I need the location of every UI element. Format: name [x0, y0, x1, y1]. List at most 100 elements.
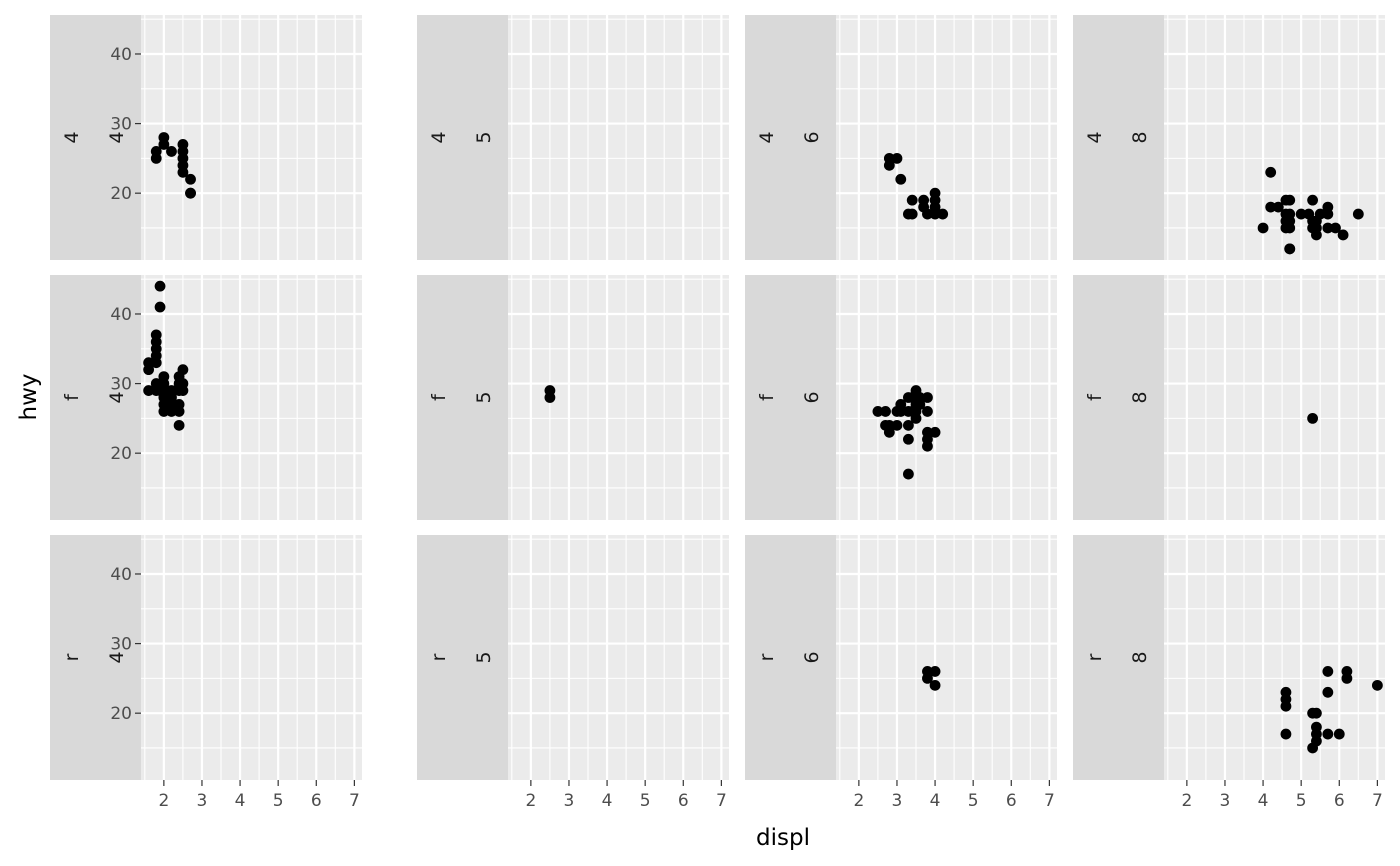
- strip-label-col: 4: [106, 131, 128, 143]
- data-point: [872, 406, 884, 417]
- data-point: [1337, 229, 1349, 241]
- panel-background: [1164, 15, 1385, 260]
- data-point: [1330, 222, 1341, 234]
- data-point: [158, 406, 170, 417]
- data-point: [1280, 728, 1292, 740]
- strip-label-row: 4: [428, 131, 450, 143]
- data-point: [906, 208, 918, 220]
- x-tick-label: 3: [1220, 791, 1231, 811]
- panel-background: [836, 15, 1057, 260]
- data-point: [1311, 707, 1322, 719]
- data-point: [929, 208, 941, 220]
- strip-label-col: 8: [1129, 651, 1151, 663]
- data-point: [1272, 201, 1284, 213]
- strip-label-row: 4: [61, 131, 83, 143]
- facet-strip: [50, 535, 141, 780]
- y-tick-label: 40: [110, 565, 132, 585]
- data-point: [883, 159, 895, 171]
- data-point: [1311, 735, 1322, 747]
- data-point: [891, 419, 903, 431]
- y-tick-label: 20: [110, 184, 132, 204]
- data-point: [544, 392, 556, 403]
- data-point: [1341, 672, 1353, 684]
- data-point: [895, 173, 907, 185]
- facet-strip: [1073, 15, 1164, 260]
- x-tick-label: 7: [349, 791, 360, 811]
- strip-label-col: 5: [473, 391, 495, 403]
- y-tick-label: 30: [110, 635, 132, 655]
- strip-label-row: r: [756, 653, 778, 661]
- data-point: [910, 412, 922, 424]
- panel-background: [836, 535, 1057, 780]
- facet-strip: [1073, 275, 1164, 520]
- data-point: [154, 280, 166, 292]
- data-point: [1322, 208, 1334, 220]
- data-point: [158, 139, 170, 150]
- x-tick-label: 2: [525, 791, 536, 811]
- x-tick-label: 6: [1334, 791, 1345, 811]
- strip-label-row: f: [61, 393, 83, 401]
- data-point: [902, 468, 914, 480]
- strip-label-col: 8: [1129, 391, 1151, 403]
- facet-strip: [745, 535, 836, 780]
- data-point: [922, 440, 933, 452]
- x-tick-label: 6: [1006, 791, 1017, 811]
- x-tick-label: 4: [930, 791, 941, 811]
- data-point: [177, 364, 189, 376]
- y-tick-label: 40: [110, 45, 132, 65]
- strip-label-col: 5: [473, 651, 495, 663]
- data-point: [906, 194, 918, 206]
- facet-panels: 4 4 4 5 4 6 4 8f 4 f 5 f 6 f 8r 4 r 5 r 6 r 8: [50, 15, 1385, 780]
- data-point: [937, 208, 949, 220]
- facet-strip: [50, 15, 141, 260]
- y-tick-label: 30: [110, 375, 132, 395]
- facet-strip: [50, 275, 141, 520]
- x-tick-label: 4: [1258, 791, 1269, 811]
- data-point: [177, 166, 189, 178]
- x-tick-label: 4: [602, 791, 613, 811]
- data-point: [177, 385, 189, 396]
- x-tick-label: 5: [1296, 791, 1307, 811]
- data-point: [150, 357, 162, 369]
- x-tick-label: 7: [716, 791, 727, 811]
- data-point: [173, 406, 185, 417]
- data-point: [1284, 222, 1296, 234]
- panel-background: [1164, 535, 1385, 780]
- x-tick-label: 7: [1372, 791, 1383, 811]
- data-point: [185, 173, 196, 185]
- data-point: [143, 364, 155, 376]
- data-point: [1257, 222, 1269, 234]
- panel-background: [508, 275, 729, 520]
- data-point: [1265, 201, 1277, 213]
- panel-background: [508, 535, 729, 780]
- facet-strip: [417, 535, 508, 780]
- data-point: [1352, 208, 1364, 220]
- panel-background: [1164, 275, 1385, 520]
- data-point: [1322, 686, 1334, 698]
- data-point: [895, 406, 907, 417]
- data-point: [929, 666, 941, 677]
- data-point: [1333, 728, 1345, 740]
- y-axis-title: hwy: [16, 374, 42, 421]
- data-point: [880, 406, 891, 417]
- data-point: [1280, 700, 1292, 712]
- facet-strip: [417, 275, 508, 520]
- strip-label-row: f: [756, 393, 778, 401]
- strip-label-col: 6: [801, 131, 823, 143]
- data-point: [143, 385, 155, 396]
- data-point: [929, 426, 941, 438]
- x-tick-label: 2: [853, 791, 864, 811]
- data-point: [922, 208, 933, 220]
- panel-background: [141, 275, 362, 520]
- x-tick-label: 7: [1044, 791, 1055, 811]
- data-point: [922, 406, 933, 417]
- strip-label-row: f: [1084, 393, 1106, 401]
